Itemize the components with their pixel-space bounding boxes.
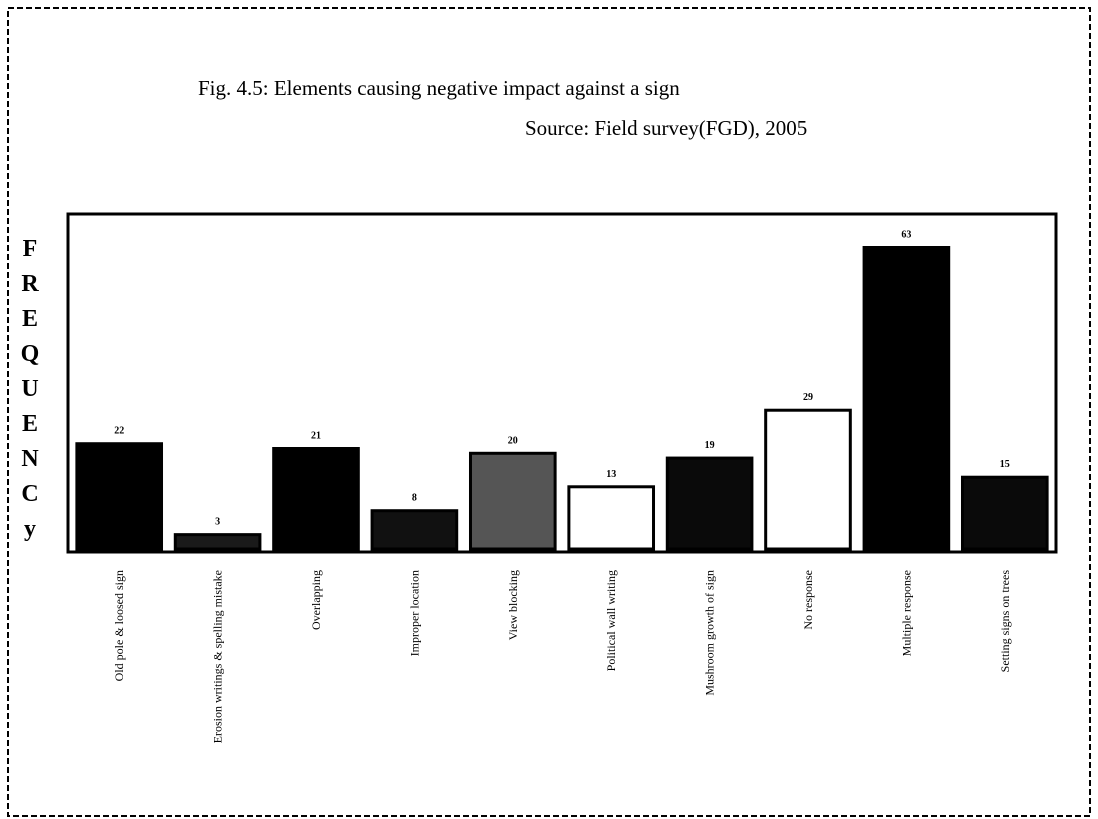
bar (862, 246, 951, 551)
bar (173, 533, 262, 551)
bar (468, 451, 557, 551)
data-label: 8 (412, 493, 417, 504)
x-tick-label: Multiple response (899, 570, 913, 656)
x-tick-label: Overlapping (309, 570, 323, 630)
data-label: 29 (803, 392, 813, 403)
page-border (7, 7, 1091, 817)
data-label: 21 (311, 431, 321, 442)
chart-subtitle: Source: Field survey(FGD), 2005 (525, 116, 807, 140)
chart-title: Fig. 4.5: Elements causing negative impa… (198, 76, 680, 100)
bar (665, 456, 754, 551)
x-tick-label: No response (801, 570, 815, 630)
data-label: 15 (1000, 459, 1010, 470)
bar (764, 408, 852, 551)
data-label: 19 (705, 440, 715, 451)
x-tick-label: Improper location (407, 570, 421, 656)
data-label: 3 (215, 517, 220, 528)
data-label: 20 (508, 435, 518, 446)
y-axis-label: FREQUENCy (17, 236, 43, 551)
data-label: 13 (606, 469, 616, 480)
x-tick-label: Setting signs on trees (998, 570, 1012, 673)
bar (272, 447, 360, 551)
bar (567, 485, 656, 551)
plot-frame (66, 212, 1058, 554)
bar (370, 509, 459, 551)
x-tick-label: Political wall writing (604, 570, 618, 671)
x-tick-label: Erosion writings & spelling mistake (211, 570, 225, 743)
data-label: 22 (114, 426, 124, 437)
x-tick-label: Mushroom growth of sign (703, 570, 717, 696)
bar (960, 475, 1049, 551)
x-tick-label: View blocking (506, 570, 520, 640)
data-label: 63 (901, 230, 911, 241)
x-tick-label: Old pole & loosed sign (112, 570, 126, 681)
bar (75, 442, 164, 551)
